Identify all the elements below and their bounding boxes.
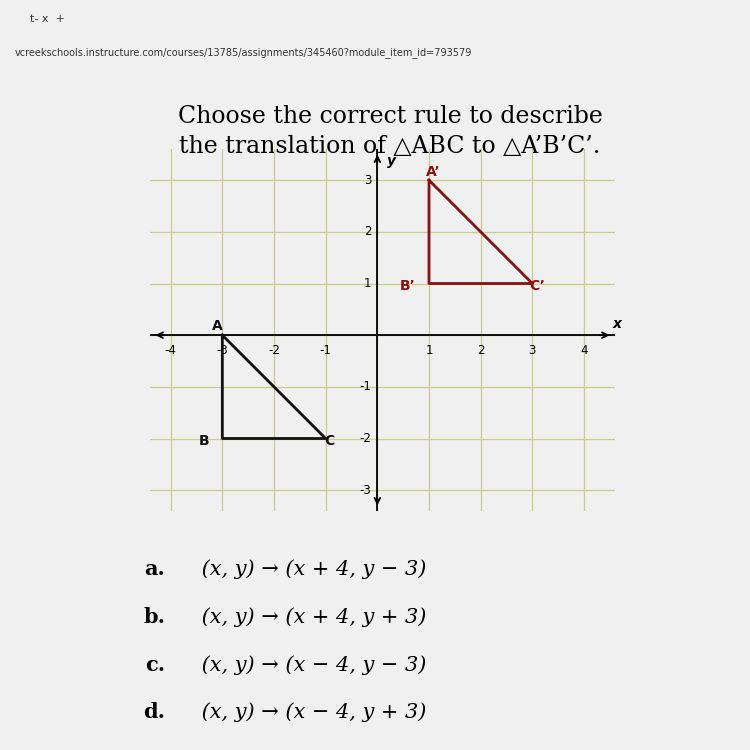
Text: C: C [325, 434, 335, 448]
Text: A: A [211, 319, 223, 333]
Text: C’: C’ [530, 279, 545, 293]
Text: B’: B’ [400, 279, 416, 293]
Text: y: y [387, 154, 396, 168]
Text: d.: d. [143, 703, 165, 722]
Text: -4: -4 [165, 344, 176, 358]
Text: -1: -1 [320, 344, 332, 358]
Text: x: x [613, 316, 622, 331]
Text: 3: 3 [529, 344, 536, 358]
Text: 3: 3 [364, 174, 371, 187]
Text: 2: 2 [364, 225, 371, 238]
Text: b.: b. [143, 607, 165, 627]
Text: (x, y) → (x − 4, y − 3): (x, y) → (x − 4, y − 3) [195, 655, 426, 674]
Text: vcreekschools.instructure.com/courses/13785/assignments/345460?module_item_id=79: vcreekschools.instructure.com/courses/13… [15, 47, 472, 58]
Text: t- x  +: t- x + [30, 13, 64, 24]
Text: Choose the correct rule to describe
the translation of △ABC to △A’B’C’.: Choose the correct rule to describe the … [178, 105, 602, 158]
Text: (x, y) → (x + 4, y + 3): (x, y) → (x + 4, y + 3) [195, 607, 426, 627]
Text: 2: 2 [477, 344, 484, 358]
Text: -2: -2 [359, 432, 371, 445]
Text: -2: -2 [268, 344, 280, 358]
Text: (x, y) → (x − 4, y + 3): (x, y) → (x − 4, y + 3) [195, 703, 426, 722]
Text: A’: A’ [426, 166, 440, 179]
Text: -1: -1 [359, 380, 371, 393]
Text: B: B [199, 434, 209, 448]
Text: (x, y) → (x + 4, y − 3): (x, y) → (x + 4, y − 3) [195, 560, 426, 579]
Text: -3: -3 [359, 484, 371, 496]
Text: c.: c. [145, 655, 165, 675]
Text: a.: a. [144, 560, 165, 579]
Text: 1: 1 [364, 277, 371, 290]
Text: -3: -3 [217, 344, 228, 358]
Text: 1: 1 [425, 344, 433, 358]
Text: 4: 4 [580, 344, 588, 358]
